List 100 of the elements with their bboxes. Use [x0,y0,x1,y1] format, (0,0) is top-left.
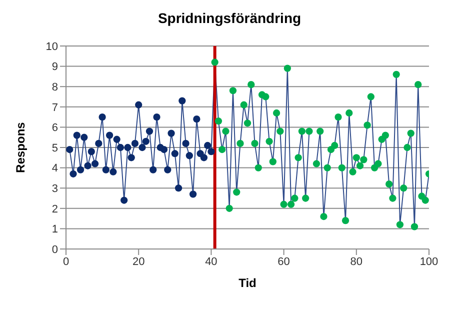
point [346,109,353,117]
point [116,144,124,152]
x-tick-label: 20 [132,256,145,268]
y-tick-label: 4 [52,162,58,175]
point [251,140,258,147]
point [244,120,252,127]
y-tick-label: 7 [52,102,58,114]
y-axis-title: Respons [13,122,28,173]
point [182,140,190,147]
point [422,196,429,204]
point [160,146,168,154]
point [400,184,408,192]
point [306,128,313,135]
point [233,188,240,196]
point [284,64,291,72]
point [229,87,237,94]
point [414,81,422,88]
point [164,166,172,174]
point [364,122,371,129]
point [338,164,346,172]
point [276,128,284,135]
x-axis-title: Tid [238,276,256,290]
point [102,166,110,174]
point [168,130,175,137]
y-tick-label: 5 [52,142,58,154]
point [146,128,154,135]
point [226,204,233,212]
point [84,162,92,170]
point [272,109,280,117]
point [291,194,298,202]
point [131,140,139,147]
x-tick-label: 100 [420,256,438,268]
point [106,132,114,139]
point [88,148,95,156]
y-tick-label: 10 [46,40,58,53]
point [367,93,374,100]
point [211,58,218,66]
y-tick-label: 0 [52,244,58,256]
point [404,144,411,152]
point [320,212,328,220]
point [193,116,200,123]
point [236,140,244,147]
point [287,200,295,208]
x-tick-label: 60 [278,256,290,268]
point [120,196,128,204]
point [352,154,360,162]
point [222,128,230,135]
point [389,194,396,202]
y-tick-label: 3 [52,183,58,196]
point [356,162,364,170]
point [392,70,400,78]
point [266,138,273,145]
point [124,144,132,152]
point [269,158,276,166]
point [218,146,226,154]
point [360,156,368,164]
point [174,184,182,192]
point [153,113,160,121]
point [113,136,120,143]
point [80,134,88,141]
point [128,154,135,162]
point [396,221,404,228]
point [410,223,418,230]
point [386,180,393,188]
point [324,164,331,172]
point [142,138,150,145]
point [331,142,338,150]
point [214,118,222,125]
x-tick-label: 40 [205,256,218,268]
point [76,166,84,174]
y-tick-label: 8 [52,82,58,94]
y-tick-label: 1 [52,224,58,236]
point [110,168,117,176]
point [204,142,212,150]
point [262,93,270,100]
point [208,148,215,156]
point [312,160,320,168]
point [280,200,288,208]
point [374,160,382,168]
point [334,113,342,121]
point [240,101,248,108]
y-tick-label: 2 [52,203,58,216]
point [150,166,157,174]
y-tick-label: 6 [52,122,58,134]
point [407,130,414,137]
point [254,164,262,172]
point [200,154,208,162]
point [349,168,356,176]
point [138,144,146,152]
point [316,128,324,135]
point [178,97,186,104]
point [342,217,350,224]
point [248,81,255,88]
point [298,128,306,135]
x-tick-label: 0 [62,256,70,268]
point [70,170,77,178]
point [171,150,178,158]
chart-title: Spridningsförändring [156,9,302,28]
point [186,152,193,160]
y-tick-label: 9 [52,61,58,74]
